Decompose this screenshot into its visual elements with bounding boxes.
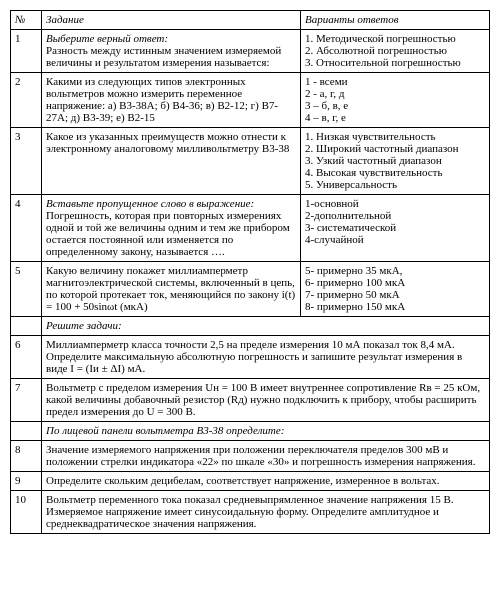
row-number: 4 bbox=[11, 195, 42, 262]
task-lead-italic: Выберите верный ответ: bbox=[46, 33, 168, 45]
task-text: Какое из указанных преимуществ можно от­… bbox=[46, 131, 289, 155]
task-lead-italic: Вставьте пропущенное слово в выражение: bbox=[46, 198, 254, 210]
table-row: 9Определите скольким децибелам, соответс… bbox=[11, 472, 490, 491]
section-heading: Решите задачи: bbox=[42, 317, 490, 336]
answers-cell: 1. Низкая чувствительность2. Широкий час… bbox=[301, 128, 490, 195]
header-answers: Варианты ответов bbox=[301, 11, 490, 30]
task-cell-full: Вольтметр переменного тока показал средн… bbox=[42, 491, 490, 534]
section-heading: По лицевой панели вольтметра В3-38 опред… bbox=[42, 422, 490, 441]
row-number: 2 bbox=[11, 73, 42, 128]
row-number: 6 bbox=[11, 336, 42, 379]
row-number: 8 bbox=[11, 441, 42, 472]
questions-table: № Задание Варианты ответов 1Выберите вер… bbox=[10, 10, 490, 534]
task-cell: Какими из следующих типов электронных во… bbox=[42, 73, 301, 128]
task-cell: Выберите верный ответ:Разность между ист… bbox=[42, 30, 301, 73]
table-row: 3Какое из указанных преимуществ можно от… bbox=[11, 128, 490, 195]
task-cell: Какую величину покажет миллиамперметр ма… bbox=[42, 262, 301, 317]
row-number: 1 bbox=[11, 30, 42, 73]
row-number: 9 bbox=[11, 472, 42, 491]
task-cell-full: Вольтметр с пределом измерения Uн = 100 … bbox=[42, 379, 490, 422]
header-num: № bbox=[11, 11, 42, 30]
table-row: 8Значение измеряемого напряжения при пол… bbox=[11, 441, 490, 472]
row-number: 10 bbox=[11, 491, 42, 534]
table-row: 7Вольтметр с пределом измерения Uн = 100… bbox=[11, 379, 490, 422]
answers-cell: 1-основной2-дополнительной3- систематиче… bbox=[301, 195, 490, 262]
task-cell: Какое из указанных преимуществ можно от­… bbox=[42, 128, 301, 195]
section-row: По лицевой панели вольтметра В3-38 опред… bbox=[11, 422, 490, 441]
task-cell-full: Определите скольким децибелам, соответст… bbox=[42, 472, 490, 491]
task-cell-full: Миллиамперметр класса точности 2,5 на пр… bbox=[42, 336, 490, 379]
row-number: 5 bbox=[11, 262, 42, 317]
task-cell-full: Значение измеряемого напряжения при поло… bbox=[42, 441, 490, 472]
answers-cell: 1. Методической погрешностью2. Абсолютно… bbox=[301, 30, 490, 73]
table-row: 1Выберите верный ответ:Разность между ис… bbox=[11, 30, 490, 73]
table-row: 5Какую величину покажет миллиамперметр м… bbox=[11, 262, 490, 317]
answers-cell: 5- примерно 35 мкА,6- примерно 100 мкА7-… bbox=[301, 262, 490, 317]
table-header-row: № Задание Варианты ответов bbox=[11, 11, 490, 30]
row-number: 7 bbox=[11, 379, 42, 422]
section-row: Решите задачи: bbox=[11, 317, 490, 336]
task-text: Какими из следующих типов электронных во… bbox=[46, 76, 278, 124]
task-text: Погрешность, которая при повторных измер… bbox=[46, 210, 290, 258]
answers-cell: 1 - всеми2 - а, г, д3 – б, в, е4 – в, г,… bbox=[301, 73, 490, 128]
table-row: 4Вставьте пропущенное слово в выражение:… bbox=[11, 195, 490, 262]
table-row: 10Вольтметр переменного тока показал сре… bbox=[11, 491, 490, 534]
task-cell: Вставьте пропущенное слово в выражение:П… bbox=[42, 195, 301, 262]
task-text: Какую величину покажет миллиамперметр ма… bbox=[46, 265, 295, 313]
table-row: 2Какими из следующих типов электронных в… bbox=[11, 73, 490, 128]
row-number: 3 bbox=[11, 128, 42, 195]
task-text: Разность между истинным значением изме­р… bbox=[46, 45, 281, 69]
table-row: 6Миллиамперметр класса точности 2,5 на п… bbox=[11, 336, 490, 379]
header-task: Задание bbox=[42, 11, 301, 30]
